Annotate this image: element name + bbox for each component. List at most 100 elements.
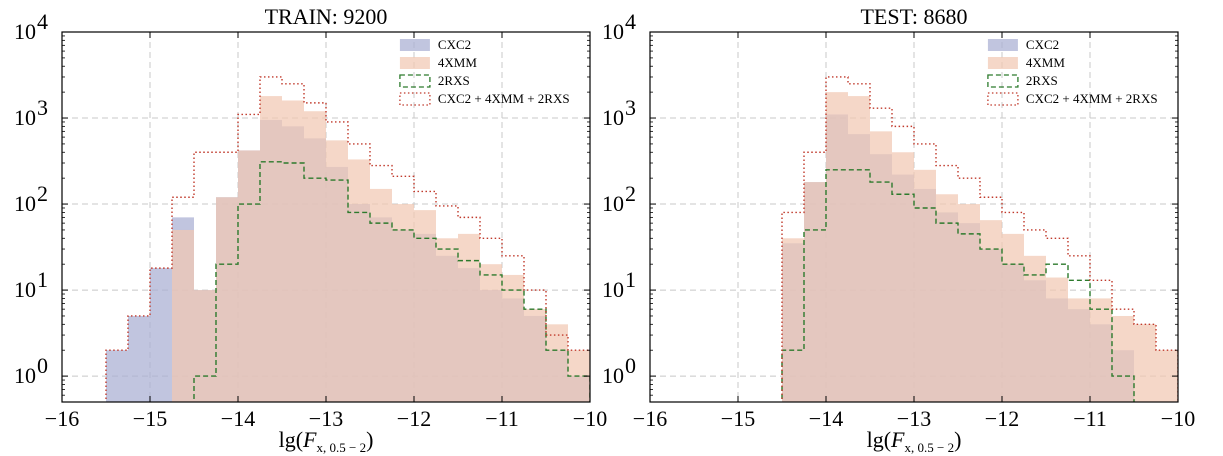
x-tick-label: −15 bbox=[721, 406, 755, 431]
bar-4xmm bbox=[392, 204, 414, 402]
x-label-close: ) bbox=[954, 427, 961, 452]
series-layer bbox=[105, 76, 612, 404]
legend-label: 4XMM bbox=[1026, 55, 1065, 70]
bar-4xmm bbox=[348, 159, 370, 402]
bar-4xmm bbox=[1134, 324, 1156, 402]
y-tick-exponent: 3 bbox=[625, 95, 636, 120]
bar-4xmm bbox=[804, 182, 826, 402]
x-tick-label: −11 bbox=[485, 406, 519, 431]
legend-label: CXC2 bbox=[438, 37, 471, 52]
legend-label: CXC2 bbox=[1026, 37, 1059, 52]
x-axis-label: lg(Fx, 0.5 − 2) bbox=[867, 427, 962, 455]
x-tick-label: −12 bbox=[397, 406, 431, 431]
bar-4xmm bbox=[936, 194, 958, 402]
bar-4xmm bbox=[546, 324, 568, 402]
legend: CXC2 4XMM 2RXS CXC2 + 4XMM + 2RXS bbox=[399, 37, 570, 106]
x-tick-label: −14 bbox=[221, 406, 255, 431]
bar-4xmm bbox=[914, 169, 936, 402]
bar-4xmm bbox=[370, 188, 392, 402]
step-line-2rxs bbox=[781, 169, 1135, 402]
x-label-sub: x, 0.5 − 2 bbox=[904, 440, 954, 455]
bar-4xmm bbox=[1156, 350, 1178, 402]
bar-4xmm bbox=[216, 197, 238, 402]
bar-4xmm bbox=[304, 111, 326, 402]
x-tick-label: −16 bbox=[45, 406, 79, 431]
legend-swatch bbox=[399, 92, 431, 106]
legend-label: 2RXS bbox=[1026, 73, 1058, 88]
legend-swatch bbox=[399, 74, 431, 88]
y-tick-exponent: 2 bbox=[625, 181, 636, 206]
legend-label: CXC2 + 4XMM + 2RXS bbox=[438, 91, 570, 106]
bar-4xmm bbox=[980, 220, 1002, 402]
x-axis-label: lg(Fx, 0.5 − 2) bbox=[279, 427, 374, 455]
bar-4xmm bbox=[848, 96, 870, 402]
x-tick-label: −16 bbox=[633, 406, 667, 431]
bar-4xmm bbox=[568, 350, 590, 402]
bar-4xmm bbox=[1002, 233, 1024, 402]
legend-swatch bbox=[987, 74, 1019, 88]
bar-4xmm bbox=[782, 238, 804, 402]
x-tick-label: −15 bbox=[133, 406, 167, 431]
x-tick-label: −13 bbox=[309, 406, 343, 431]
x-label-base: lg( bbox=[279, 427, 303, 452]
bar-cxc2 bbox=[128, 315, 150, 402]
bar-4xmm bbox=[892, 152, 914, 402]
legend-label: 2RXS bbox=[438, 73, 470, 88]
bar-4xmm bbox=[826, 92, 848, 402]
bar-4xmm bbox=[1024, 255, 1046, 402]
bar-4xmm bbox=[436, 238, 458, 402]
x-label-close: ) bbox=[366, 427, 373, 452]
legend-swatch bbox=[987, 92, 1019, 106]
bar-4xmm bbox=[502, 274, 524, 402]
bar-4xmm bbox=[414, 210, 436, 402]
y-tick-exponent: 1 bbox=[37, 267, 48, 292]
y-tick-exponent: 4 bbox=[37, 9, 48, 34]
bar-cxc2 bbox=[590, 395, 612, 404]
legend-swatch bbox=[987, 39, 1018, 51]
x-tick-label: −12 bbox=[985, 406, 1019, 431]
y-tick-label: 10 bbox=[602, 19, 624, 44]
bar-4xmm bbox=[1090, 298, 1112, 402]
y-tick-label: 10 bbox=[602, 105, 624, 130]
y-tick-exponent: 4 bbox=[625, 9, 636, 34]
y-tick-label: 10 bbox=[14, 191, 36, 216]
legend: CXC2 4XMM 2RXS CXC2 + 4XMM + 2RXS bbox=[987, 37, 1158, 106]
bar-4xmm bbox=[458, 233, 480, 402]
legend-label: 4XMM bbox=[438, 55, 477, 70]
y-tick-label: 10 bbox=[602, 277, 624, 302]
legend-swatch bbox=[399, 57, 430, 69]
y-tick-label: 10 bbox=[14, 105, 36, 130]
x-tick-label: −10 bbox=[1161, 406, 1195, 431]
y-tick-label: 10 bbox=[14, 19, 36, 44]
y-tick-label: 10 bbox=[602, 363, 624, 388]
bar-4xmm bbox=[282, 100, 304, 402]
bar-4xmm bbox=[1046, 277, 1068, 402]
step-line-cxc2-4xmm-2rxs bbox=[781, 76, 1178, 402]
legend-swatch bbox=[399, 39, 430, 51]
bar-4xmm bbox=[958, 204, 980, 402]
y-tick-exponent: 2 bbox=[37, 181, 48, 206]
legend-label: CXC2 + 4XMM + 2RXS bbox=[1026, 91, 1158, 106]
x-tick-label: −10 bbox=[573, 406, 607, 431]
bar-4xmm bbox=[260, 96, 282, 402]
y-tick-label: 10 bbox=[14, 277, 36, 302]
bar-cxc2 bbox=[150, 268, 172, 402]
legend-swatch bbox=[987, 57, 1018, 69]
x-tick-label: −13 bbox=[897, 406, 931, 431]
y-tick-exponent: 1 bbox=[625, 267, 636, 292]
bar-4xmm bbox=[194, 290, 216, 402]
bar-4xmm bbox=[238, 150, 260, 402]
y-tick-label: 10 bbox=[14, 363, 36, 388]
bar-4xmm bbox=[1112, 315, 1134, 402]
y-tick-exponent: 0 bbox=[37, 353, 48, 378]
chart-title: TEST: 8680 bbox=[860, 4, 967, 29]
x-tick-label: −14 bbox=[809, 406, 843, 431]
y-tick-exponent: 3 bbox=[37, 95, 48, 120]
bar-4xmm bbox=[480, 264, 502, 402]
bar-4xmm bbox=[1068, 298, 1090, 402]
bar-4xmm bbox=[524, 309, 546, 402]
chart-title: TRAIN: 9200 bbox=[265, 4, 388, 29]
